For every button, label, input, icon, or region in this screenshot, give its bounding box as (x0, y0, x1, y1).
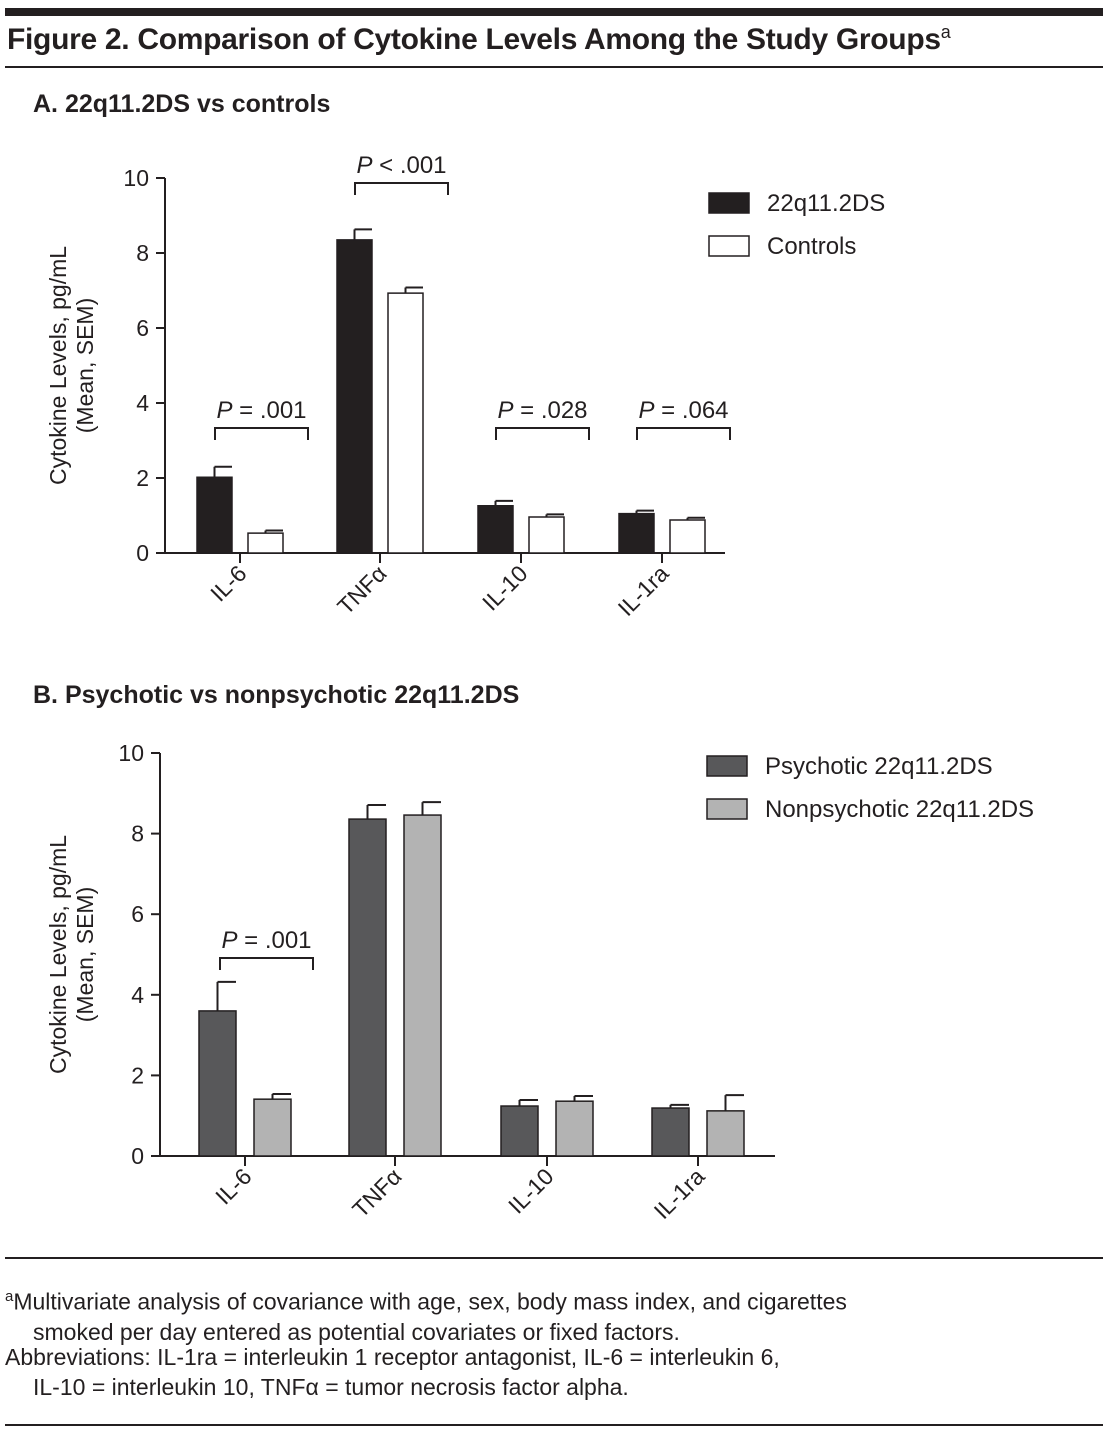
footnote-mark: a (5, 1288, 14, 1305)
p-value-label: P = .064 (638, 397, 728, 424)
footnote-a: aMultivariate analysis of covariance wit… (5, 1282, 847, 1347)
bar-controls (669, 519, 706, 554)
footnote-a-line1: Multivariate analysis of covariance with… (13, 1288, 847, 1315)
y-tick-label: 6 (131, 901, 144, 927)
x-tick-label: IL-1ra (649, 1163, 710, 1224)
bar-nonpsychotic-22q11-2ds (706, 1110, 745, 1157)
footnote-rule (5, 1257, 1103, 1259)
legend-label: Nonpsychotic 22q11.2DS (765, 796, 1034, 823)
y-tick-label: 10 (118, 740, 144, 766)
bar-psychotic-22q11-2ds (500, 1105, 539, 1157)
significance-bracket (219, 957, 314, 970)
y-tick-label: 2 (131, 1062, 144, 1088)
chart-a: 0 2 4 6 8 10 Cytokine Levels, pg/mL (Mean, SEM)… (45, 152, 885, 621)
legend-swatch (708, 235, 750, 257)
legend-label: 22q11.2DS (767, 190, 885, 217)
footnote-a-line2: smoked per day entered as potential cova… (33, 1318, 680, 1345)
legend-swatch (706, 798, 748, 820)
significance-bracket (495, 427, 590, 440)
panel-b-title: B. Psychotic vs nonpsychotic 22q11.2DS (33, 681, 520, 709)
bar-22q11-2ds (618, 512, 655, 554)
x-tick-label: IL-6 (210, 1163, 256, 1209)
y-tick-label: 4 (136, 390, 149, 416)
significance-bracket (636, 427, 731, 440)
figure-title: Figure 2. Comparison of Cytokine Levels … (7, 22, 951, 57)
legend-swatch (708, 192, 750, 214)
y-tick-label: 8 (136, 240, 149, 266)
y-axis-label: Cytokine Levels, pg/mL (45, 246, 71, 485)
y-tick-label: 0 (131, 1143, 144, 1169)
bar-controls (247, 532, 284, 554)
p-value-label: P = .028 (497, 397, 587, 424)
y-tick-label: 6 (136, 315, 149, 341)
y-axis-label: (Mean, SEM) (72, 298, 98, 433)
y-tick-label: 8 (131, 821, 144, 847)
y-axis-label: (Mean, SEM) (72, 887, 98, 1022)
bar-22q11-2ds (196, 476, 233, 554)
footnote-abbreviations: Abbreviations: IL-1ra = interleukin 1 re… (5, 1342, 780, 1402)
top-rule (5, 8, 1103, 16)
bar-22q11-2ds (477, 505, 514, 554)
x-tick-label: IL-10 (503, 1163, 558, 1218)
legend-label: Psychotic 22q11.2DS (765, 753, 993, 780)
panel-a-title: A. 22q11.2DS vs controls (33, 90, 331, 118)
figure-title-text: Figure 2. Comparison of Cytokine Levels … (7, 23, 941, 56)
y-tick-label: 10 (123, 165, 149, 191)
bottom-rule (5, 1424, 1103, 1426)
bar-psychotic-22q11-2ds (651, 1107, 690, 1157)
p-value-label: P = .001 (221, 927, 311, 954)
bar-nonpsychotic-22q11-2ds (555, 1100, 594, 1157)
bar-nonpsychotic-22q11-2ds (253, 1098, 292, 1157)
y-tick-label: 4 (131, 982, 144, 1008)
p-value-label: P < .001 (356, 152, 446, 179)
legend-label: Controls (767, 233, 856, 260)
bar-psychotic-22q11-2ds (348, 818, 387, 1157)
y-tick-label: 2 (136, 465, 149, 491)
bar-controls (528, 516, 565, 554)
figure-title-sup: a (940, 22, 951, 42)
footnote-abbr-line2: IL-10 = interleukin 10, TNFα = tumor nec… (33, 1374, 629, 1400)
x-tick-label: TNFα (347, 1163, 406, 1222)
p-value-label: P = .001 (216, 397, 306, 424)
footnote-abbr-line1: Abbreviations: IL-1ra = interleukin 1 re… (5, 1344, 780, 1370)
significance-bracket (214, 427, 309, 440)
y-tick-label: 0 (136, 540, 149, 566)
y-axis-label: Cytokine Levels, pg/mL (45, 835, 71, 1074)
title-rule (5, 66, 1103, 68)
legend-swatch (706, 755, 748, 777)
chart-b: 0 2 4 6 8 10 Cytokine Levels, pg/mL (Mean, SEM)… (45, 740, 1034, 1224)
bar-psychotic-22q11-2ds (198, 1010, 237, 1157)
bar-controls (387, 292, 424, 554)
bar-nonpsychotic-22q11-2ds (403, 814, 442, 1157)
significance-bracket (354, 182, 449, 195)
bar-22q11-2ds (336, 239, 373, 554)
